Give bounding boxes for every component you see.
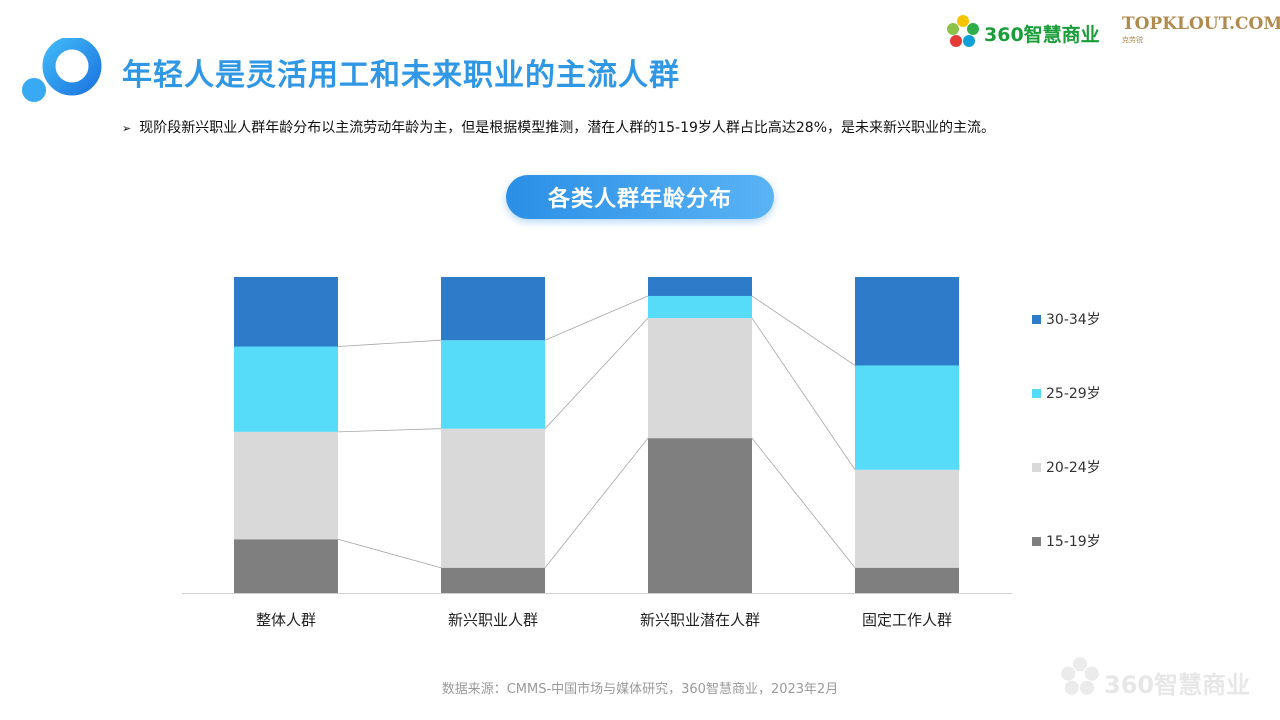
brand-topklout-sub: 克劳锐: [1122, 36, 1143, 44]
bar-segment-4-2: [855, 469, 959, 568]
x-tick-label: 固定工作人群: [862, 611, 952, 629]
data-source: 数据来源：CMMS-中国市场与媒体研究，360智慧商业，2023年2月: [441, 682, 839, 697]
series-connector-line: [337, 538, 442, 569]
series-connector-line: [751, 437, 856, 568]
page-title: 年轻人是灵活用工和未来职业的主流人群: [122, 58, 680, 93]
bar-segment-4-1: [855, 567, 959, 593]
bar-segment-1-3: [234, 346, 338, 432]
series-connector-line: [337, 339, 442, 347]
series-connector-line: [544, 437, 649, 568]
x-tick-label: 整体人群: [256, 611, 316, 629]
legend-swatch: [1032, 389, 1041, 398]
bullet-arrow-icon: ➢: [122, 122, 132, 135]
watermark-logo: 360智慧商业: [1060, 656, 1270, 704]
x-tick-label: 新兴职业人群: [448, 611, 538, 629]
bar-segment-2-3: [441, 340, 545, 429]
bar-segment-3-3: [648, 295, 752, 319]
series-connector-line: [544, 317, 649, 429]
bar-segment-3-1: [648, 438, 752, 593]
legend-swatch: [1032, 315, 1041, 324]
legend-label: 25-29岁: [1046, 386, 1101, 402]
series-connector-line: [544, 295, 649, 341]
flower-icon: [947, 15, 979, 47]
legend-label: 20-24岁: [1046, 460, 1101, 476]
legend-label: 30-34岁: [1046, 312, 1101, 328]
series-connector-line: [337, 428, 442, 433]
summary-line: ➢ 现阶段新兴职业人群年龄分布以主流劳动年龄为主，但是根据模型推测，潜在人群的15…: [122, 117, 995, 137]
bar-segment-1-2: [234, 431, 338, 540]
chart-title: 各类人群年龄分布: [506, 175, 774, 219]
bar-segment-4-4: [855, 277, 959, 366]
legend-swatch: [1032, 463, 1041, 472]
corner-logo-icon: [22, 38, 102, 102]
bar-segment-1-1: [234, 539, 338, 593]
bar-segment-1-4: [234, 277, 338, 347]
bar-segment-2-1: [441, 567, 545, 593]
bar-segment-4-3: [855, 365, 959, 470]
x-tick-label: 新兴职业潜在人群: [640, 611, 760, 629]
brand-topklout-logo: TOPKLOUT.COM 克劳锐: [1122, 14, 1280, 50]
legend-label: 15-19岁: [1046, 534, 1101, 550]
bar-segment-2-2: [441, 428, 545, 568]
brand-topklout-text: TOPKLOUT.COM: [1122, 14, 1280, 34]
bar-segment-3-4: [648, 277, 752, 296]
bar-segment-2-4: [441, 277, 545, 341]
watermark-flower-icon: [1061, 657, 1099, 695]
series-connector-line: [751, 295, 856, 366]
summary-text: 现阶段新兴职业人群年龄分布以主流劳动年龄为主，但是根据模型推测，潜在人群的15-…: [139, 120, 996, 136]
watermark-text: 360智慧商业: [1104, 671, 1251, 699]
brand-360-logo: 360智慧商业: [946, 14, 1106, 50]
brand-360-text: 360智慧商业: [984, 24, 1100, 46]
series-connector-line: [751, 317, 856, 470]
bar-segment-3-2: [648, 318, 752, 439]
legend-swatch: [1032, 537, 1041, 546]
